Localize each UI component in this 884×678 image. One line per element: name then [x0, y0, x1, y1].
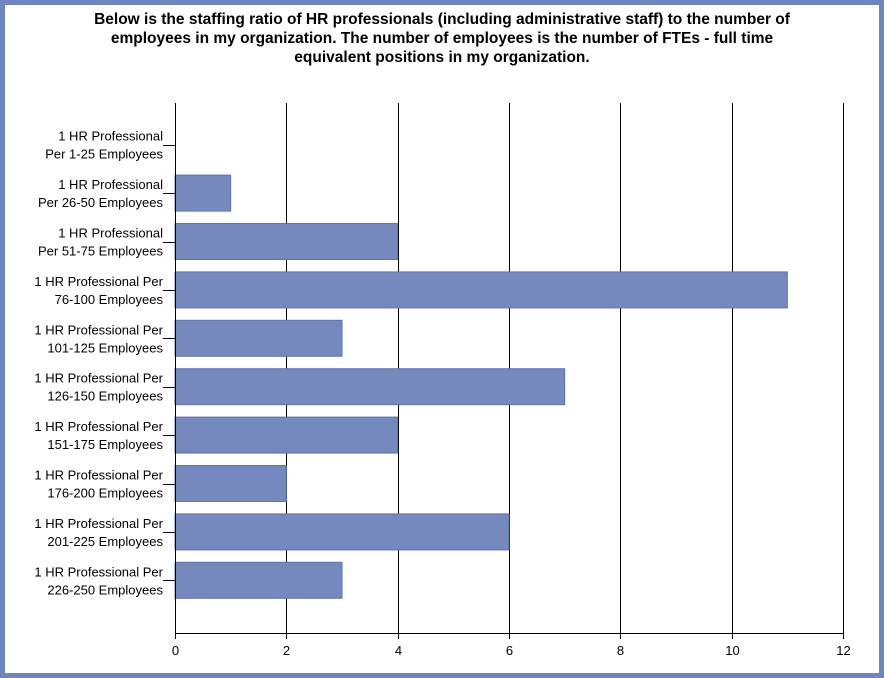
category-label-6-line-1: 1 HR Professional Per	[34, 419, 163, 434]
category-label-7-line-1: 1 HR Professional Per	[34, 468, 163, 483]
bar-6	[174, 416, 399, 454]
category-label-2-line-2: Per 51-75 Employees	[38, 244, 164, 259]
bar-2	[174, 223, 399, 260]
bar-9	[174, 561, 343, 599]
category-label-1-line-1: 1 HR Professional	[58, 177, 163, 192]
chart-title-line-1: Below is the staffing ratio of HR profes…	[94, 11, 790, 28]
category-label-8-line-2: 201-225 Employees	[47, 534, 163, 549]
x-tick-label-2: 2	[283, 643, 290, 658]
x-tick-label-10: 10	[725, 643, 739, 658]
x-tick-label-8: 8	[617, 643, 624, 658]
chart-title-line-2: employees in my organization. The number…	[110, 30, 774, 47]
category-label-4-line-1: 1 HR Professional Per	[34, 322, 163, 337]
bar-1	[174, 174, 232, 212]
category-label-5-line-1: 1 HR Professional Per	[34, 371, 163, 386]
bar-7	[174, 465, 287, 502]
bar-5	[174, 368, 566, 406]
category-label-9-line-1: 1 HR Professional Per	[34, 564, 163, 579]
category-label-5-line-2: 126-150 Employees	[47, 389, 163, 404]
category-label-2-line-1: 1 HR Professional	[58, 226, 163, 241]
chart-title-line-3: equivalent positions in my organization.	[294, 49, 590, 66]
category-label-8-line-1: 1 HR Professional Per	[34, 516, 163, 531]
bar-3	[174, 271, 788, 309]
category-label-3-line-1: 1 HR Professional Per	[34, 274, 163, 289]
category-label-7-line-2: 176-200 Employees	[47, 486, 163, 501]
x-tick-label-12: 12	[836, 643, 850, 658]
chart-title: Below is the staffing ratio of HR profes…	[20, 10, 864, 67]
x-tick-label-6: 6	[506, 643, 513, 658]
category-label-0-line-1: 1 HR Professional	[58, 129, 163, 144]
x-tick-label-4: 4	[395, 643, 402, 658]
category-label-0-line-2: Per 1-25 Employees	[45, 147, 163, 162]
bar-8	[174, 513, 510, 551]
category-label-1-line-2: Per 26-50 Employees	[38, 195, 164, 210]
x-tick-label-0: 0	[172, 643, 179, 658]
category-label-6-line-2: 151-175 Employees	[47, 437, 163, 452]
category-label-9-line-2: 226-250 Employees	[47, 582, 163, 597]
category-label-3-line-2: 76-100 Employees	[55, 292, 164, 307]
category-label-4-line-2: 101-125 Employees	[47, 340, 163, 355]
bar-4	[174, 319, 343, 357]
